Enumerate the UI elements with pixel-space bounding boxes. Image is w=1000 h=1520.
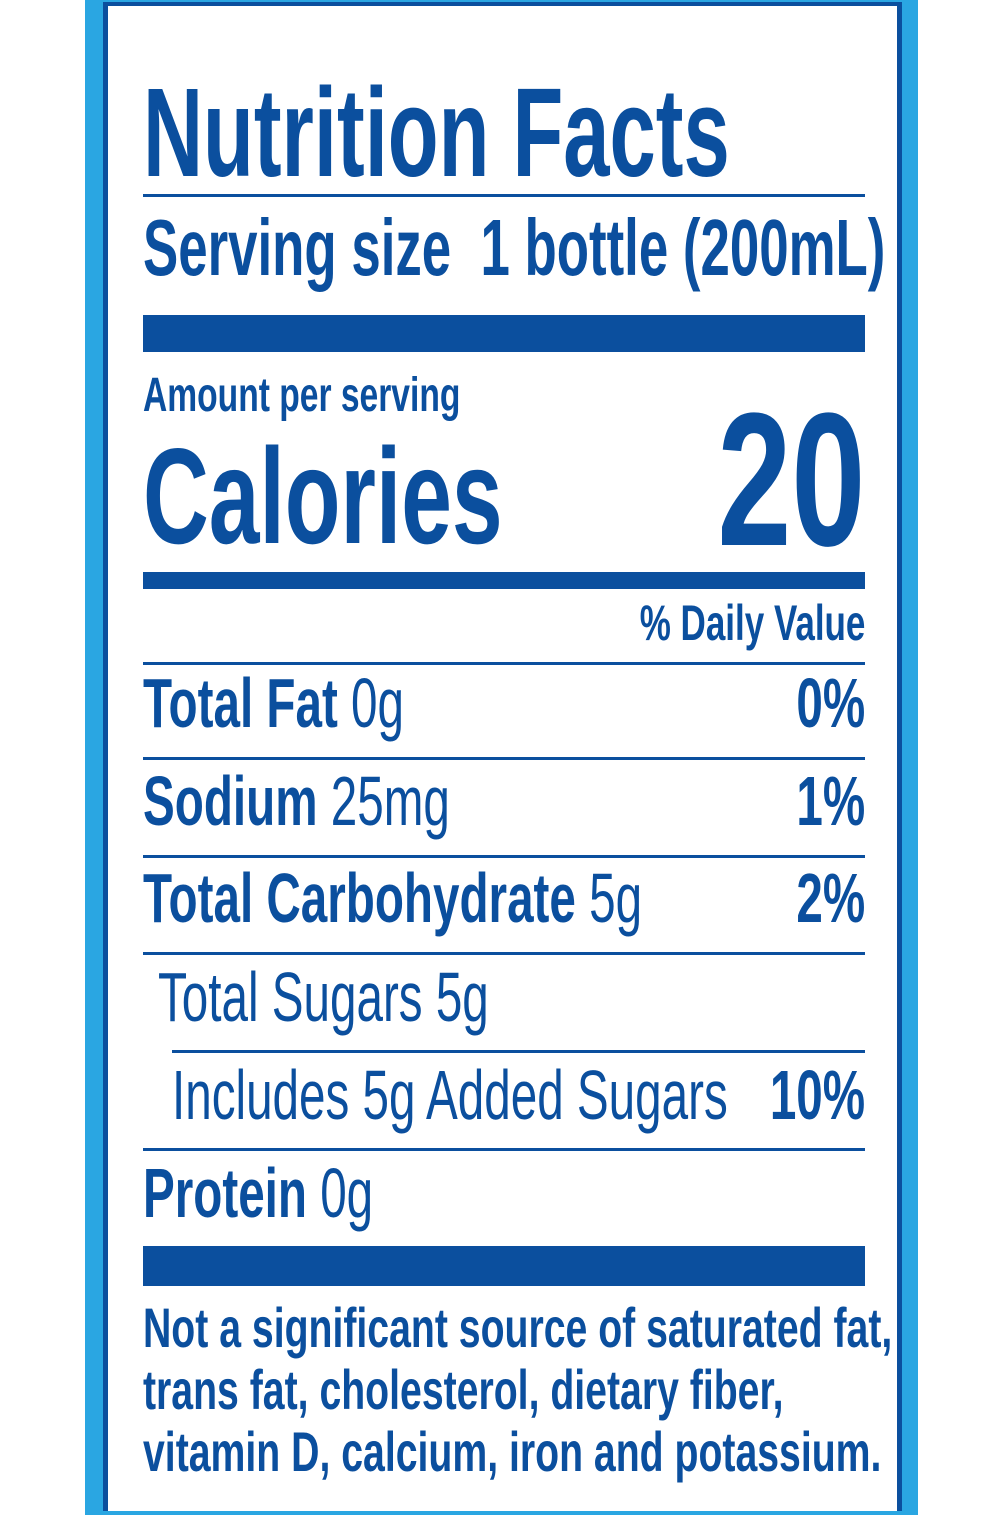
calories-value: 20	[717, 374, 865, 586]
nutrient-amount: 5g	[435, 958, 489, 1036]
nutrient-row: Sodium 25mg	[143, 766, 450, 836]
footnote-line: Not a significant source of saturated fa…	[143, 1296, 893, 1359]
nutrient-name: Total Fat	[143, 664, 338, 742]
amount-per-serving: Amount per serving	[143, 369, 461, 422]
calories-label: Calories	[143, 420, 503, 572]
nutrient-name: Sodium	[143, 762, 318, 840]
nutrient-amount: 0g	[320, 1154, 374, 1232]
thick-rule	[143, 1246, 865, 1286]
nutrient-daily-value: 0%	[796, 664, 865, 742]
nutrient-name: Protein	[143, 1154, 307, 1232]
nutrient-row: Includes 5g Added Sugars	[172, 1060, 728, 1130]
nutrient-amount: 5g	[589, 859, 643, 937]
nutrient-name: Total Sugars	[158, 958, 423, 1036]
footnote-line: vitamin D, calcium, iron and potassium.	[143, 1420, 882, 1483]
nutrient-daily-value: 2%	[796, 859, 865, 937]
rule	[143, 757, 865, 760]
serving-label: Serving size	[143, 203, 452, 292]
nutrient-row: Protein 0g	[143, 1158, 373, 1228]
nutrient-row: Total Sugars 5g	[158, 962, 489, 1032]
nutrient-amount: 0g	[351, 664, 404, 742]
rule	[172, 1050, 865, 1053]
title: Nutrition Facts	[143, 62, 730, 203]
footnote-line: trans fat, cholesterol, dietary fiber,	[143, 1358, 784, 1421]
rule	[143, 952, 865, 955]
thick-rule	[143, 315, 865, 352]
nutrient-name: Total Carbohydrate	[143, 859, 576, 937]
rule	[143, 855, 865, 858]
serving-value: 1 bottle (200mL)	[480, 203, 886, 292]
medium-rule	[143, 572, 865, 589]
nutrient-daily-value: 1%	[796, 762, 865, 840]
serving-size: Serving size 1 bottle (200mL)	[143, 208, 885, 288]
nutrient-daily-value: 10%	[769, 1056, 865, 1134]
rule	[143, 194, 865, 197]
nutrient-row: Total Fat 0g	[143, 668, 404, 738]
nutrient-amount: 25mg	[330, 762, 450, 840]
nutrient-row: Total Carbohydrate 5g	[143, 863, 642, 933]
daily-value-header: % Daily Value	[639, 595, 865, 651]
rule	[143, 1148, 865, 1151]
nutrient-name: Includes 5g Added Sugars	[172, 1056, 728, 1134]
rule	[143, 662, 865, 665]
